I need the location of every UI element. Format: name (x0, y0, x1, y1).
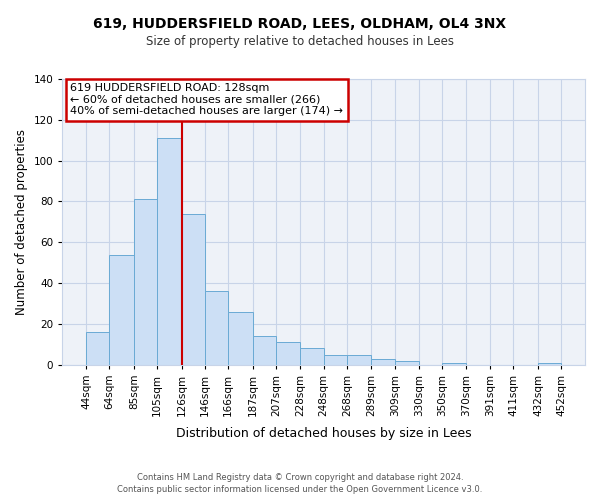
Bar (371, 358, 395, 364)
Bar (182, 214, 205, 364)
Text: Contains public sector information licensed under the Open Government Licence v3: Contains public sector information licen… (118, 485, 482, 494)
Y-axis label: Number of detached properties: Number of detached properties (15, 129, 28, 315)
Text: 619, HUDDERSFIELD ROAD, LEES, OLDHAM, OL4 3NX: 619, HUDDERSFIELD ROAD, LEES, OLDHAM, OL… (94, 18, 506, 32)
Bar (109, 254, 134, 364)
Bar (228, 312, 253, 364)
Bar (86, 332, 109, 364)
Bar (276, 342, 301, 364)
X-axis label: Distribution of detached houses by size in Lees: Distribution of detached houses by size … (176, 427, 472, 440)
Bar (205, 292, 228, 364)
Bar (301, 348, 323, 364)
Bar (323, 354, 347, 364)
Bar (253, 336, 276, 364)
Bar (395, 360, 419, 364)
Bar (347, 354, 371, 364)
Bar (157, 138, 182, 364)
Bar (538, 362, 561, 364)
Text: 619 HUDDERSFIELD ROAD: 128sqm
← 60% of detached houses are smaller (266)
40% of : 619 HUDDERSFIELD ROAD: 128sqm ← 60% of d… (70, 84, 343, 116)
Bar (134, 200, 157, 364)
Text: Contains HM Land Registry data © Crown copyright and database right 2024.: Contains HM Land Registry data © Crown c… (137, 472, 463, 482)
Text: Size of property relative to detached houses in Lees: Size of property relative to detached ho… (146, 35, 454, 48)
Bar (442, 362, 466, 364)
